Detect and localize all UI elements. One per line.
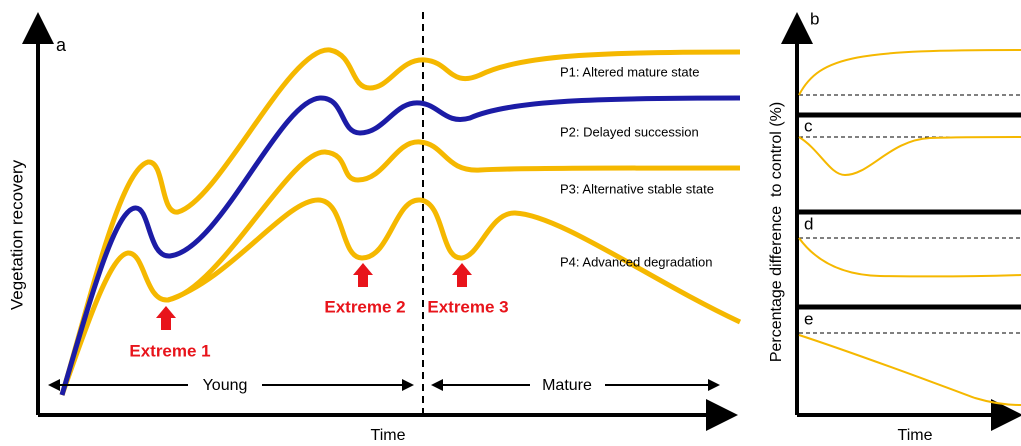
pathway-p2-curve <box>59 95 741 396</box>
pathway-p3-curve <box>59 139 741 396</box>
event-arrow <box>452 263 472 287</box>
panel-a: a Vegetation recovery Time P1: Altered m… <box>7 12 742 444</box>
panel-b: b c d e Percentage difference to control… <box>768 9 1021 444</box>
event-label: Extreme 1 <box>129 341 210 360</box>
y-axis-label: Vegetation recovery <box>7 159 26 310</box>
pathway-label: P1: Altered mature state <box>560 64 699 79</box>
subpanel-label: d <box>804 214 813 233</box>
pathway-p1-curve <box>59 47 741 396</box>
pathway-label: P4: Advanced degradation <box>560 254 713 269</box>
x-axis-label: Time <box>371 427 406 444</box>
response-curve <box>798 237 1021 278</box>
pathway-p4-curve <box>167 197 742 325</box>
response-curve <box>798 136 1021 177</box>
subpanel-label: b <box>810 9 819 28</box>
panel-label: a <box>56 35 67 55</box>
x-axis-label: Time <box>898 427 933 444</box>
response-curve <box>798 334 1021 406</box>
event-label: Extreme 2 <box>324 297 405 316</box>
subpanel-label: e <box>804 309 813 328</box>
pathway-label: P2: Delayed succession <box>560 124 699 139</box>
subpanel-label: c <box>804 116 813 135</box>
response-curve <box>798 49 1021 96</box>
stage-label: Young <box>203 377 248 394</box>
event-arrow <box>156 306 176 330</box>
y-axis-label: Percentage difference to control (%) <box>768 102 785 362</box>
pathway-label: P3: Alternative stable state <box>560 181 714 196</box>
stage-label: Mature <box>542 377 592 394</box>
event-label: Extreme 3 <box>427 297 508 316</box>
event-arrow <box>353 263 373 287</box>
